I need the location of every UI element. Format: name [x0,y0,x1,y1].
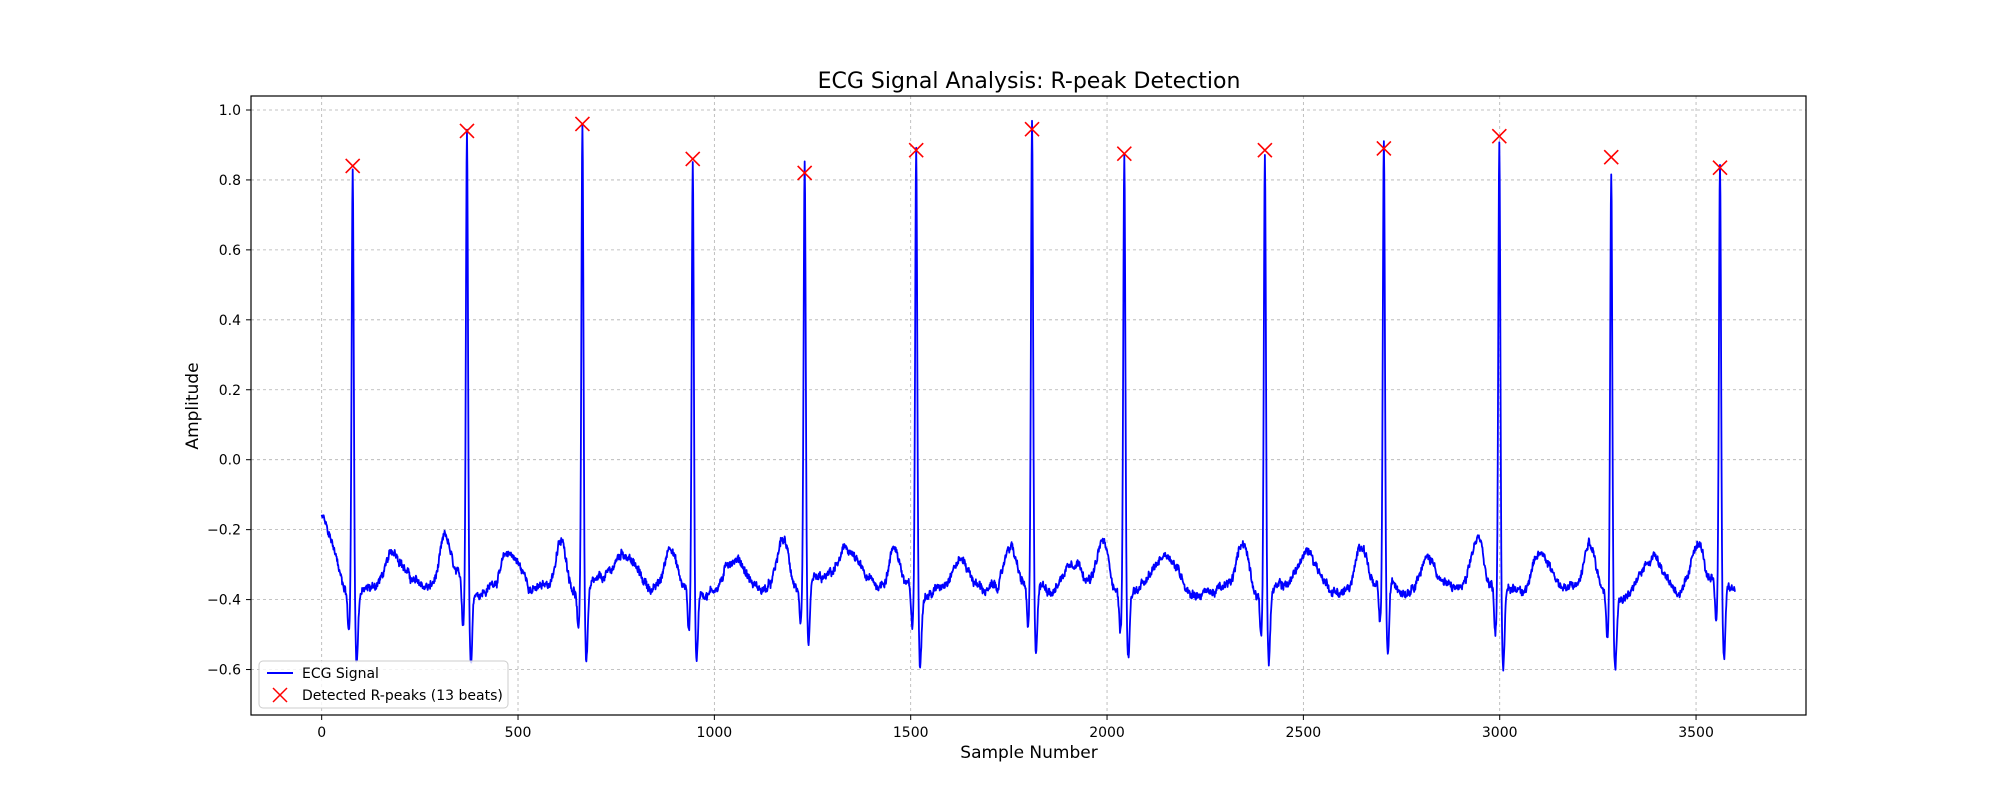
x-tick-label: 3500 [1678,725,1714,741]
x-tick-label: 2000 [1089,725,1125,741]
y-tick-label: −0.4 [207,593,241,609]
r-peak-marker [1116,146,1132,162]
legend-peak-label: Detected R-peaks (13 beats) [302,688,503,704]
legend: ECG Signal Detected R-peaks (13 beats) [258,660,509,709]
y-tick-label: 1.0 [219,103,241,119]
y-tick-label: −0.6 [207,663,241,679]
plot-frame [250,95,1807,716]
r-peak-marker [1024,121,1040,137]
y-axis-label: Amplitude [183,362,203,449]
x-tick-label: 1500 [893,725,929,741]
x-tick-label: 0 [317,725,326,741]
legend-ecg-label: ECG Signal [302,666,379,682]
y-tick-label: 0.2 [219,383,241,399]
y-tick-label: 0.4 [219,313,241,329]
x-axis-label: Sample Number [960,743,1097,763]
x-axis-ticks: 0 500 1000 1500 2000 2500 3000 3500 [317,715,1714,741]
x-tick-label: 500 [505,725,532,741]
r-peak-markers [345,116,1728,181]
r-peak-marker [345,158,361,174]
y-tick-label: 0.8 [219,173,241,189]
x-tick-label: 1000 [697,725,733,741]
r-peak-marker [1376,140,1392,157]
r-peak-marker [1603,149,1619,165]
y-tick-label: 0.0 [219,453,241,469]
r-peak-marker [459,123,475,139]
x-tick-label: 2500 [1286,725,1322,741]
y-tick-label: −0.2 [207,523,241,539]
r-peak-marker [1491,128,1507,144]
x-tick-label: 3000 [1482,725,1518,741]
r-peak-marker [908,142,924,158]
y-axis-ticks: −0.6 −0.4 −0.2 0.0 0.2 0.4 0.6 0.8 1.0 [207,103,251,679]
r-peak-marker [1712,160,1728,176]
legend-peak-swatch [272,687,288,703]
ecg-signal-line [320,119,1736,672]
chart-title: ECG Signal Analysis: R-peak Detection [818,69,1241,94]
y-tick-label: 0.6 [219,243,241,259]
r-peak-marker [1257,142,1273,158]
r-peak-marker [797,165,813,181]
r-peak-marker [685,151,701,167]
legend-box [258,660,509,709]
r-peak-marker [574,116,590,132]
